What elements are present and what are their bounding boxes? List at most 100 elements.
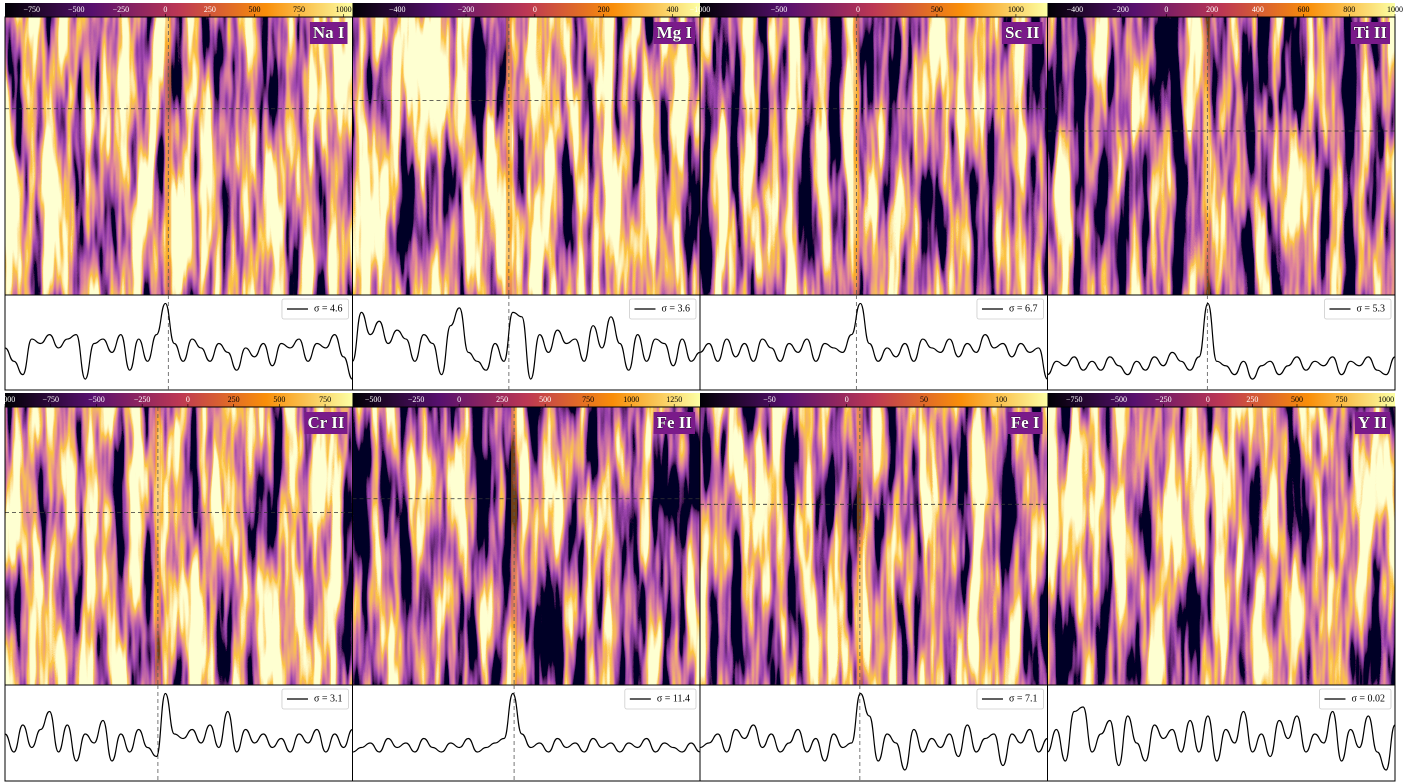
heatmap bbox=[352, 407, 700, 685]
panel-label-text: Mg I bbox=[657, 23, 693, 42]
legend-label: σ = 6.7 bbox=[1009, 303, 1038, 314]
series-line bbox=[4, 302, 353, 380]
legend-label: σ = 11.4 bbox=[657, 693, 690, 704]
colorbar-tick-label: 200 bbox=[1206, 5, 1218, 14]
colorbar-tick-label: −400 bbox=[389, 5, 406, 14]
panel-label-box bbox=[1007, 412, 1043, 434]
colorbar bbox=[700, 393, 1048, 407]
panel-label: Mg I bbox=[653, 22, 695, 44]
colorbar-tick-label: 800 bbox=[1343, 5, 1355, 14]
colorbar-tick-label: −250 bbox=[113, 5, 130, 14]
colorbar-tick-label: 1250 bbox=[666, 395, 682, 404]
legend-box bbox=[976, 688, 1044, 710]
panel-label: Na I bbox=[309, 22, 348, 44]
legend: σ = 0.02 bbox=[1319, 688, 1392, 710]
colorbar-tick-label: 750 bbox=[582, 395, 594, 404]
panel-label-text: Cr II bbox=[308, 413, 345, 432]
colorbar-tick-label: −250 bbox=[134, 395, 151, 404]
legend-box bbox=[629, 298, 697, 320]
colorbar-tick-label: 1000 bbox=[1008, 5, 1024, 14]
legend-box bbox=[281, 298, 349, 320]
colorbar-tick-label: 750 bbox=[319, 395, 331, 404]
heatmap bbox=[352, 17, 700, 295]
colorbar-tick-label: −500 bbox=[1111, 395, 1128, 404]
colorbar-tick-label: 1000 bbox=[1378, 395, 1394, 404]
panel-label-box bbox=[653, 412, 695, 434]
legend-label: σ = 7.1 bbox=[1009, 693, 1038, 704]
colorbar bbox=[1047, 393, 1395, 407]
panel-label-text: Na I bbox=[313, 23, 345, 42]
legend: σ = 3.6 bbox=[629, 298, 697, 320]
panel-label-box bbox=[1354, 412, 1390, 434]
colorbar-tick-label: 500 bbox=[931, 5, 943, 14]
colorbar-tick-label: 0 bbox=[533, 5, 537, 14]
panel-label: Ti II bbox=[1350, 22, 1390, 44]
series-line bbox=[1047, 302, 1396, 380]
legend-label: σ = 3.1 bbox=[314, 693, 343, 704]
colorbar-tick-label: 1000 bbox=[336, 5, 352, 14]
panel-label: Fe II bbox=[653, 412, 695, 434]
signal-ridge bbox=[511, 407, 518, 685]
colorbar-tick-label: −200 bbox=[458, 5, 475, 14]
legend-label: σ = 5.3 bbox=[1356, 303, 1385, 314]
colorbar-tick-label: 500 bbox=[1291, 395, 1303, 404]
heatmap bbox=[1047, 17, 1395, 295]
panel-label-box bbox=[304, 412, 348, 434]
panel-label-text: Fe I bbox=[1011, 413, 1040, 432]
legend: σ = 4.6 bbox=[281, 298, 349, 320]
panel-label-box bbox=[1002, 22, 1043, 44]
colorbar-tick-label: 1000 bbox=[623, 395, 639, 404]
colorbar-tick-label: 250 bbox=[496, 395, 508, 404]
colorbar-tick-label: −500 bbox=[365, 395, 382, 404]
colorbar-tick-label: 500 bbox=[539, 395, 551, 404]
colorbar-tick-label: −500 bbox=[88, 395, 105, 404]
heatmap bbox=[5, 407, 353, 685]
colorbar-tick-label: 0 bbox=[163, 5, 167, 14]
colorbar-tick-label: 400 bbox=[1252, 5, 1264, 14]
panel-label-text: Fe II bbox=[657, 413, 693, 432]
legend: σ = 3.1 bbox=[281, 688, 349, 710]
colorbar-tick-label: −200 bbox=[1112, 5, 1129, 14]
legend-box bbox=[624, 688, 697, 710]
signal-ridge bbox=[505, 17, 512, 295]
legend-box bbox=[976, 298, 1044, 320]
colorbar-tick-label: 0 bbox=[856, 5, 860, 14]
colorbar-tick-label: −750 bbox=[23, 5, 40, 14]
colorbar-tick-label: −500 bbox=[771, 5, 788, 14]
colorbar-tick-label: 750 bbox=[293, 5, 305, 14]
colorbar bbox=[700, 3, 1048, 17]
legend-box bbox=[1319, 688, 1392, 710]
legend-label: σ = 4.6 bbox=[314, 303, 343, 314]
colorbar-tick-label: −250 bbox=[408, 395, 425, 404]
colorbar bbox=[352, 3, 700, 17]
panel-label-text: Y II bbox=[1358, 413, 1388, 432]
heatmap bbox=[5, 17, 353, 295]
panel-label: Sc II bbox=[1002, 22, 1043, 44]
panel-label: Y II bbox=[1354, 412, 1390, 434]
series-line bbox=[1047, 706, 1396, 771]
colorbar-tick-label: 100 bbox=[995, 395, 1007, 404]
colorbar-tick-label: 0 bbox=[1164, 5, 1168, 14]
heatmap bbox=[1047, 407, 1395, 685]
colorbar-tick-label: −750 bbox=[42, 395, 59, 404]
signal-ridge bbox=[165, 17, 172, 295]
panel-label-box bbox=[653, 22, 695, 44]
colorbar-tick-label: −500 bbox=[68, 5, 85, 14]
series-line bbox=[352, 692, 701, 753]
legend: σ = 7.1 bbox=[976, 688, 1044, 710]
colorbar-tick-label: 750 bbox=[1336, 395, 1348, 404]
colorbar-tick-label: 500 bbox=[273, 395, 285, 404]
signal-ridge bbox=[1204, 17, 1211, 295]
series-line bbox=[4, 692, 353, 762]
colorbar bbox=[1047, 3, 1395, 17]
heatmap bbox=[700, 17, 1048, 295]
colorbar-tick-label: −250 bbox=[1155, 395, 1172, 404]
signal-ridge bbox=[853, 17, 860, 295]
colorbar-tick-label: −750 bbox=[1066, 395, 1083, 404]
heatmap bbox=[700, 407, 1048, 685]
series-line bbox=[699, 302, 1049, 380]
panel-label: Cr II bbox=[304, 412, 348, 434]
colorbar-tick-label: −1000 bbox=[0, 395, 15, 404]
colorbar-tick-label: 500 bbox=[248, 5, 260, 14]
